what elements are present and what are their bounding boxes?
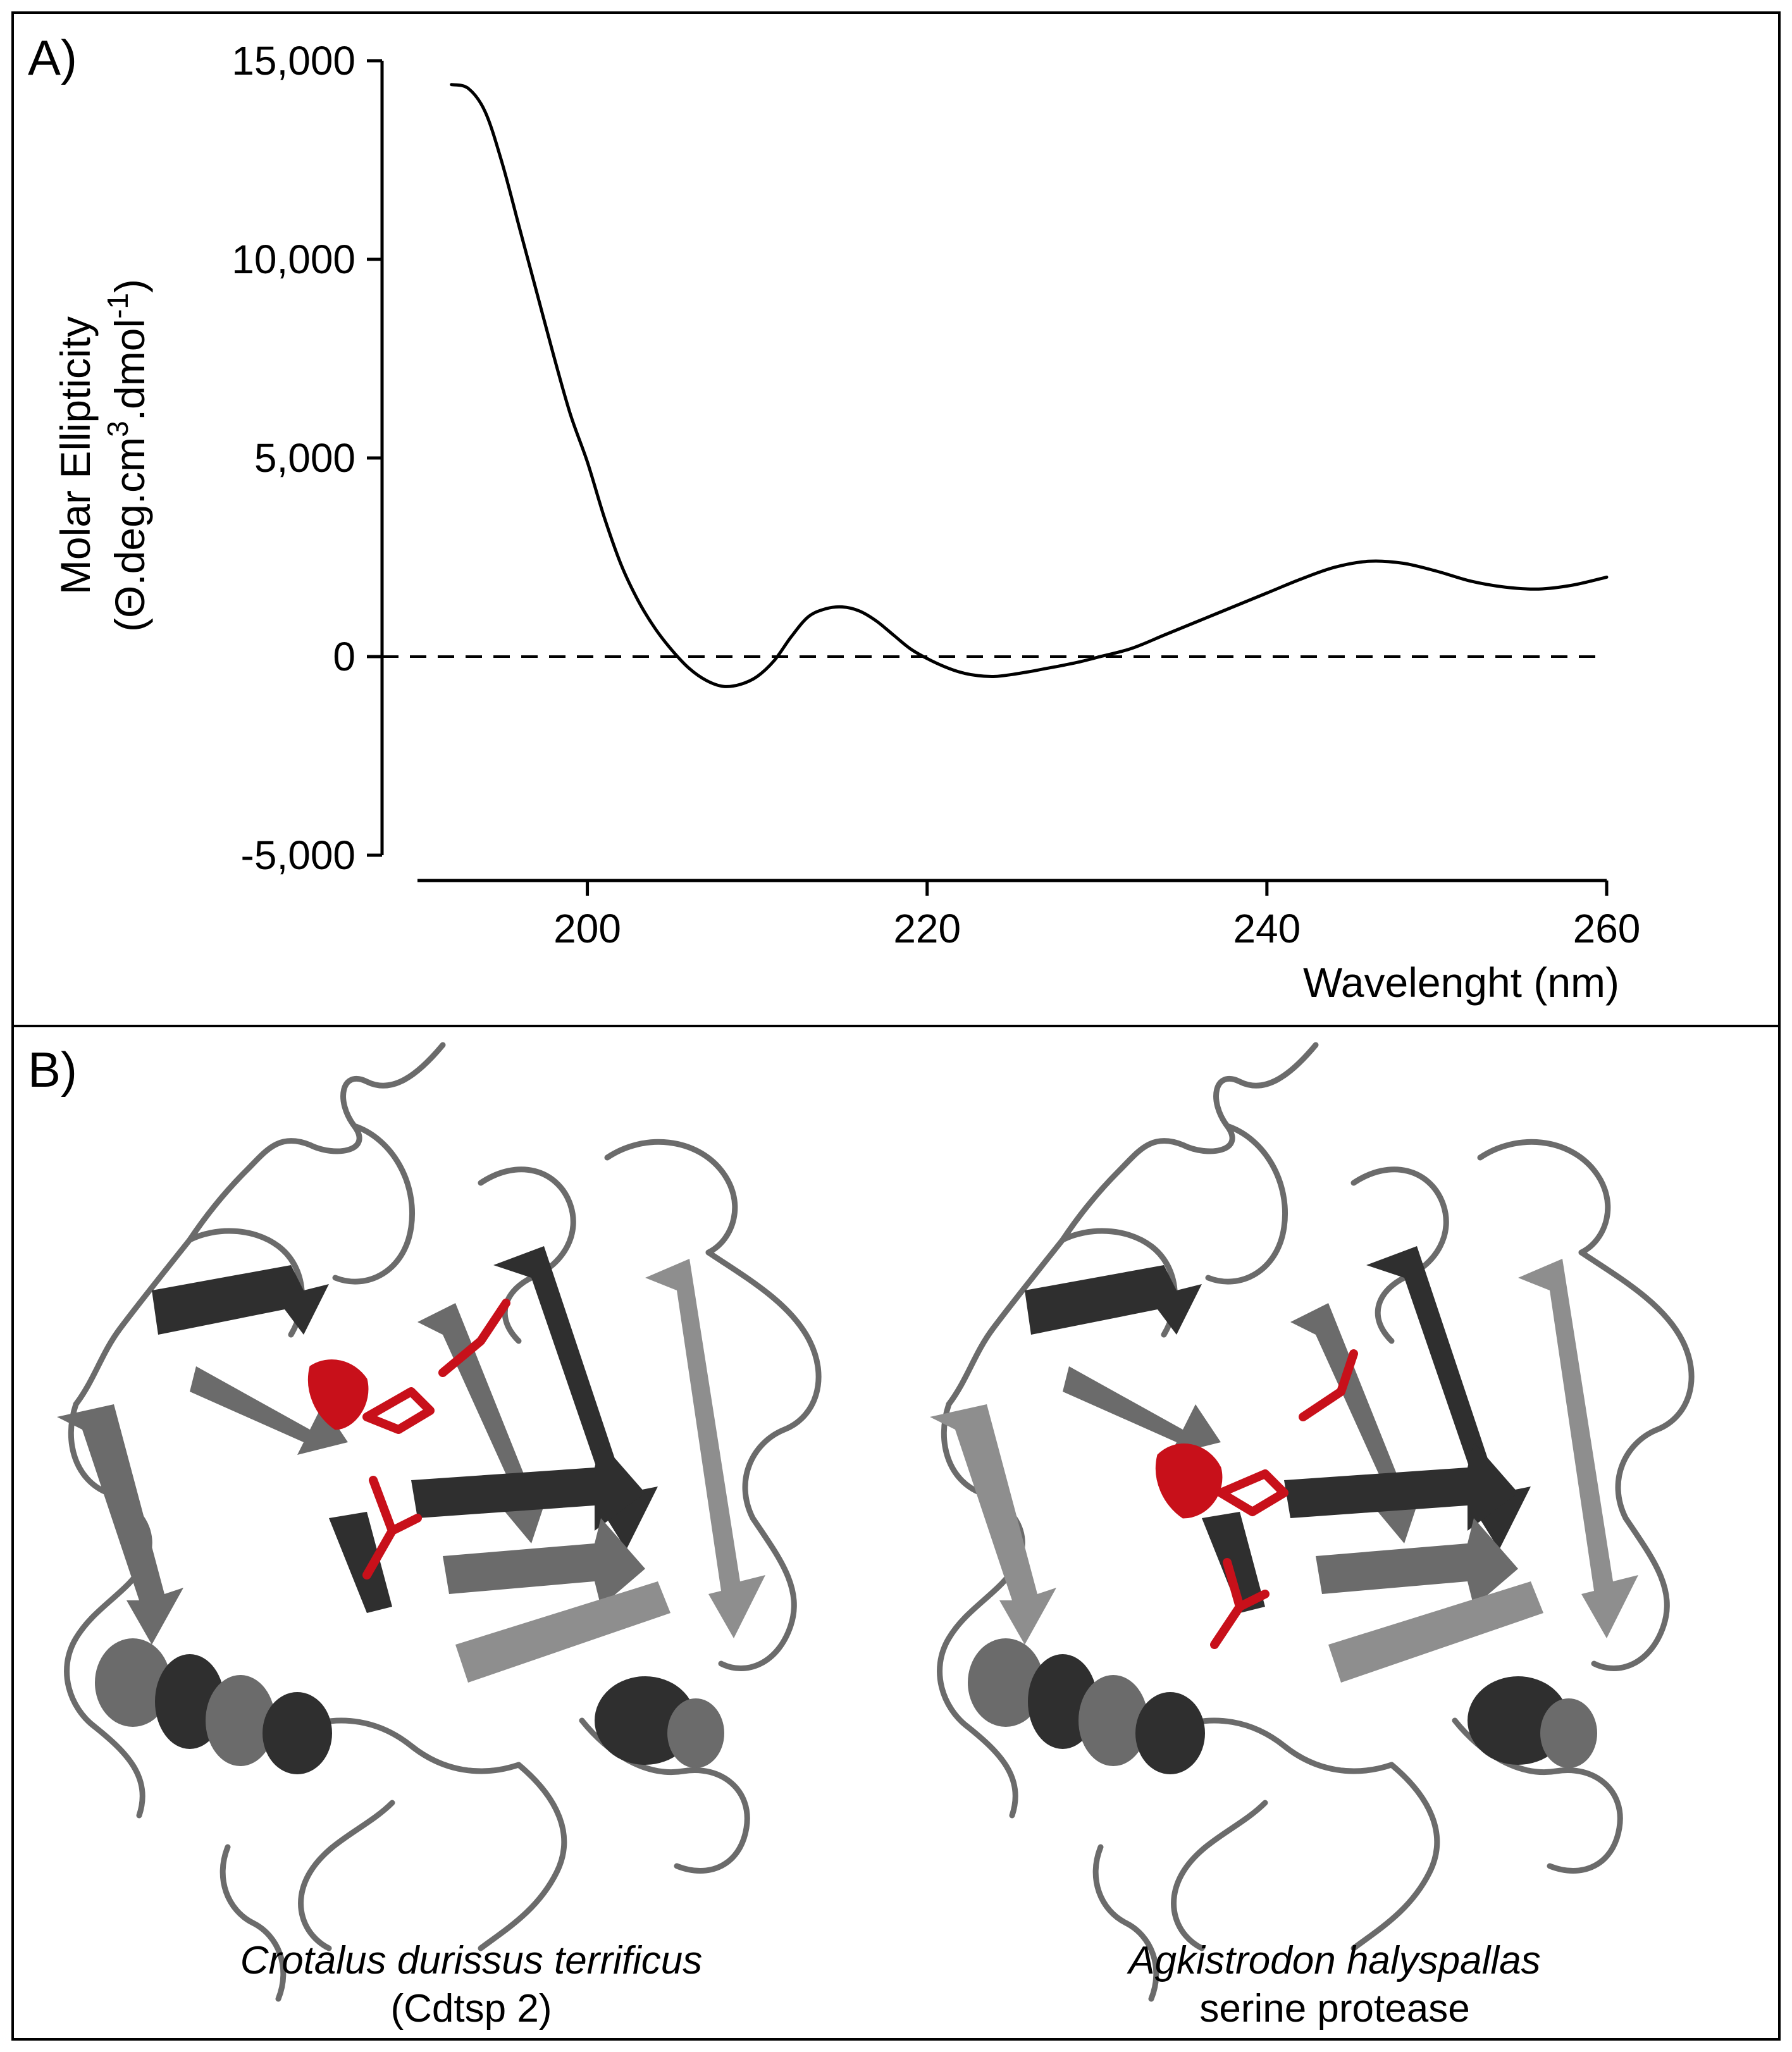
panel-a-label: A) [28,30,77,85]
right-protein-caption: serine protease [1199,1987,1469,2030]
y-ticks: -5,000 0 5,000 10,000 15,000 [232,38,382,878]
y-tick-label: 0 [333,634,355,679]
alpha-helices [95,1638,724,1774]
cdtsp2-structure [57,1042,822,2002]
cd-spectrum-line [450,83,1609,688]
beta-strands [57,1246,765,1683]
left-protein-caption: (Cdtsp 2) [391,1987,552,2030]
x-tick-label: 200 [553,906,621,951]
alpha-helices [968,1638,1597,1774]
agkistrodon-serine-protease-structure [930,1042,1695,2002]
y-tick-label: 10,000 [232,237,355,282]
x-axis-title: Wavelenght (nm) [1303,959,1619,1006]
catalytic-triad [307,1299,510,1579]
x-ticks: 200 220 240 260 [553,881,1640,951]
panel-b-label: B) [28,1042,77,1097]
catalytic-triad [1155,1349,1358,1649]
y-tick-label: -5,000 [241,832,355,878]
y-axis-title-line2: (Θ.deg.cm3.dmol-1) [101,279,153,632]
x-tick-label: 240 [1233,906,1301,951]
y-axis-title-line1: Molar Ellipticity [52,316,99,595]
x-tick-label: 220 [893,906,961,951]
coil-loops [937,1042,1695,2002]
y-tick-label: 5,000 [254,435,355,481]
y-axis-title: Molar Ellipticity (Θ.deg.cm3.dmol-1) [52,279,153,632]
beta-strands [930,1246,1638,1683]
cd-spectrum-chart: -5,000 0 5,000 10,000 15,000 200 220 240 260 Wa… [52,38,1640,1006]
right-species-caption: Agkistrodon halyspallas [1126,1939,1540,1982]
y-tick-label: 15,000 [232,38,355,83]
x-tick-label: 260 [1573,906,1641,951]
coil-loops [64,1042,822,2002]
left-species-caption: Crotalus durissus terrificus [240,1939,702,1982]
